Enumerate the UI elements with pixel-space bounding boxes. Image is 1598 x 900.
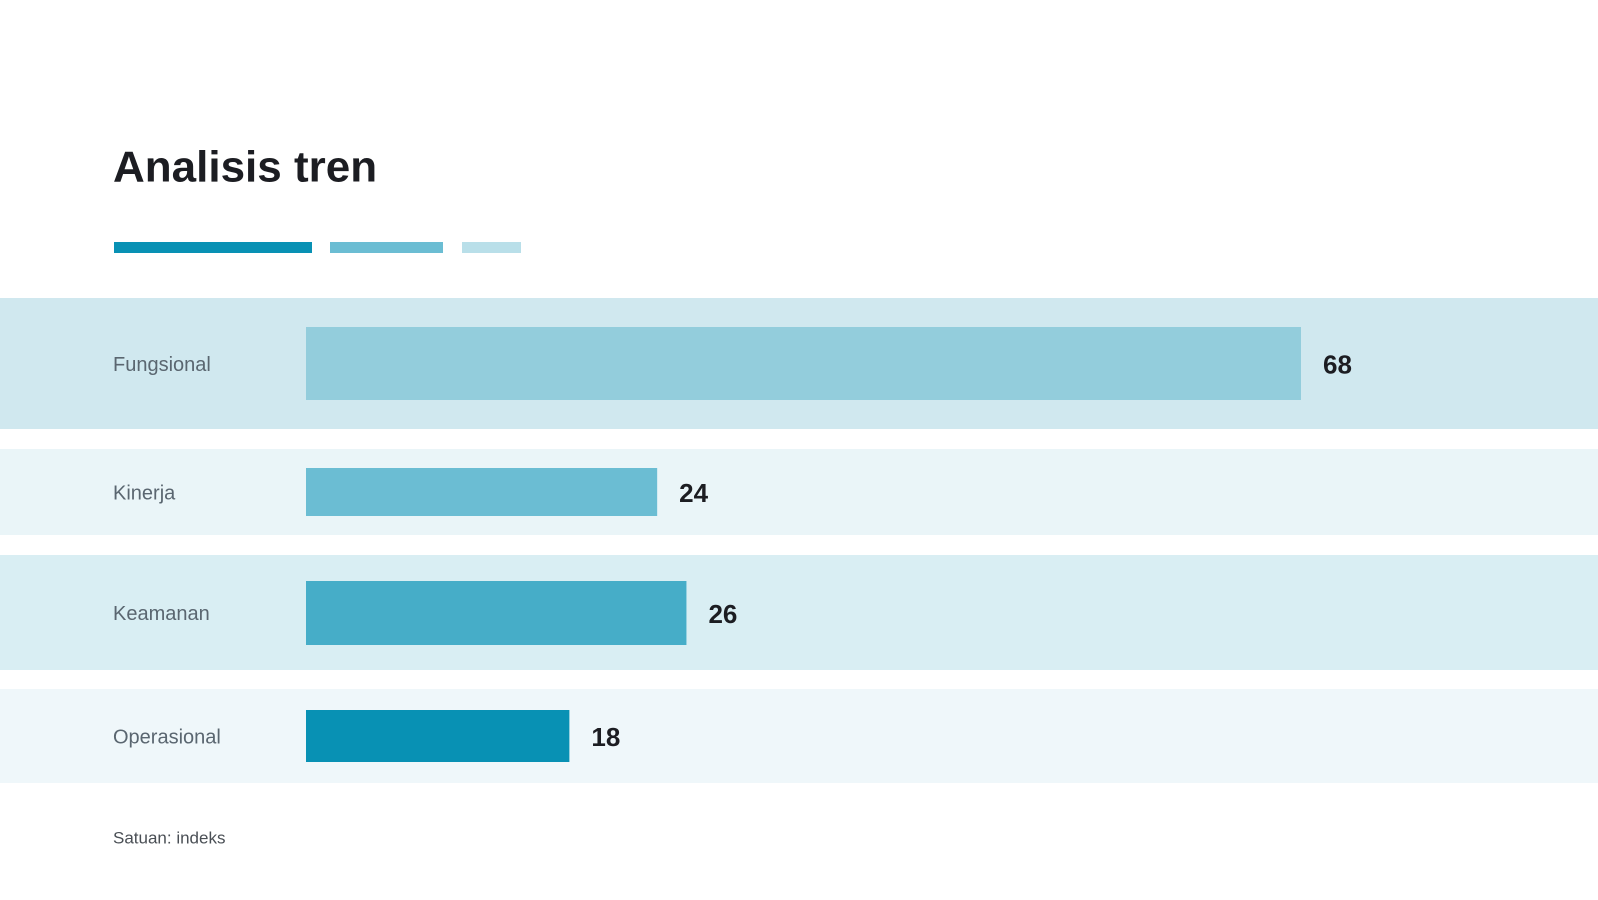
row-background (0, 555, 1598, 670)
chart-title: Analisis tren (113, 143, 377, 192)
footnote: Satuan: indeks (113, 828, 225, 847)
bar (306, 468, 658, 516)
category-label: Fungsional (113, 354, 211, 376)
value-label: 68 (1323, 349, 1352, 379)
value-label: 24 (679, 478, 708, 508)
bar (306, 327, 1301, 400)
decor-stripe (462, 242, 521, 253)
bar (306, 710, 570, 762)
rows: Fungsional 68 Kinerja 24 Keamanan 26 Operasion… (0, 298, 1598, 783)
row-background (0, 449, 1598, 535)
value-label: 26 (708, 599, 737, 629)
decor-stripe (114, 242, 312, 253)
category-label: Keamanan (113, 603, 210, 625)
decor-stripe (330, 242, 443, 253)
bar (306, 581, 687, 645)
value-label: 18 (591, 722, 620, 752)
category-label: Kinerja (113, 482, 176, 504)
category-label: Operasional (113, 726, 221, 748)
row-background (0, 689, 1598, 783)
